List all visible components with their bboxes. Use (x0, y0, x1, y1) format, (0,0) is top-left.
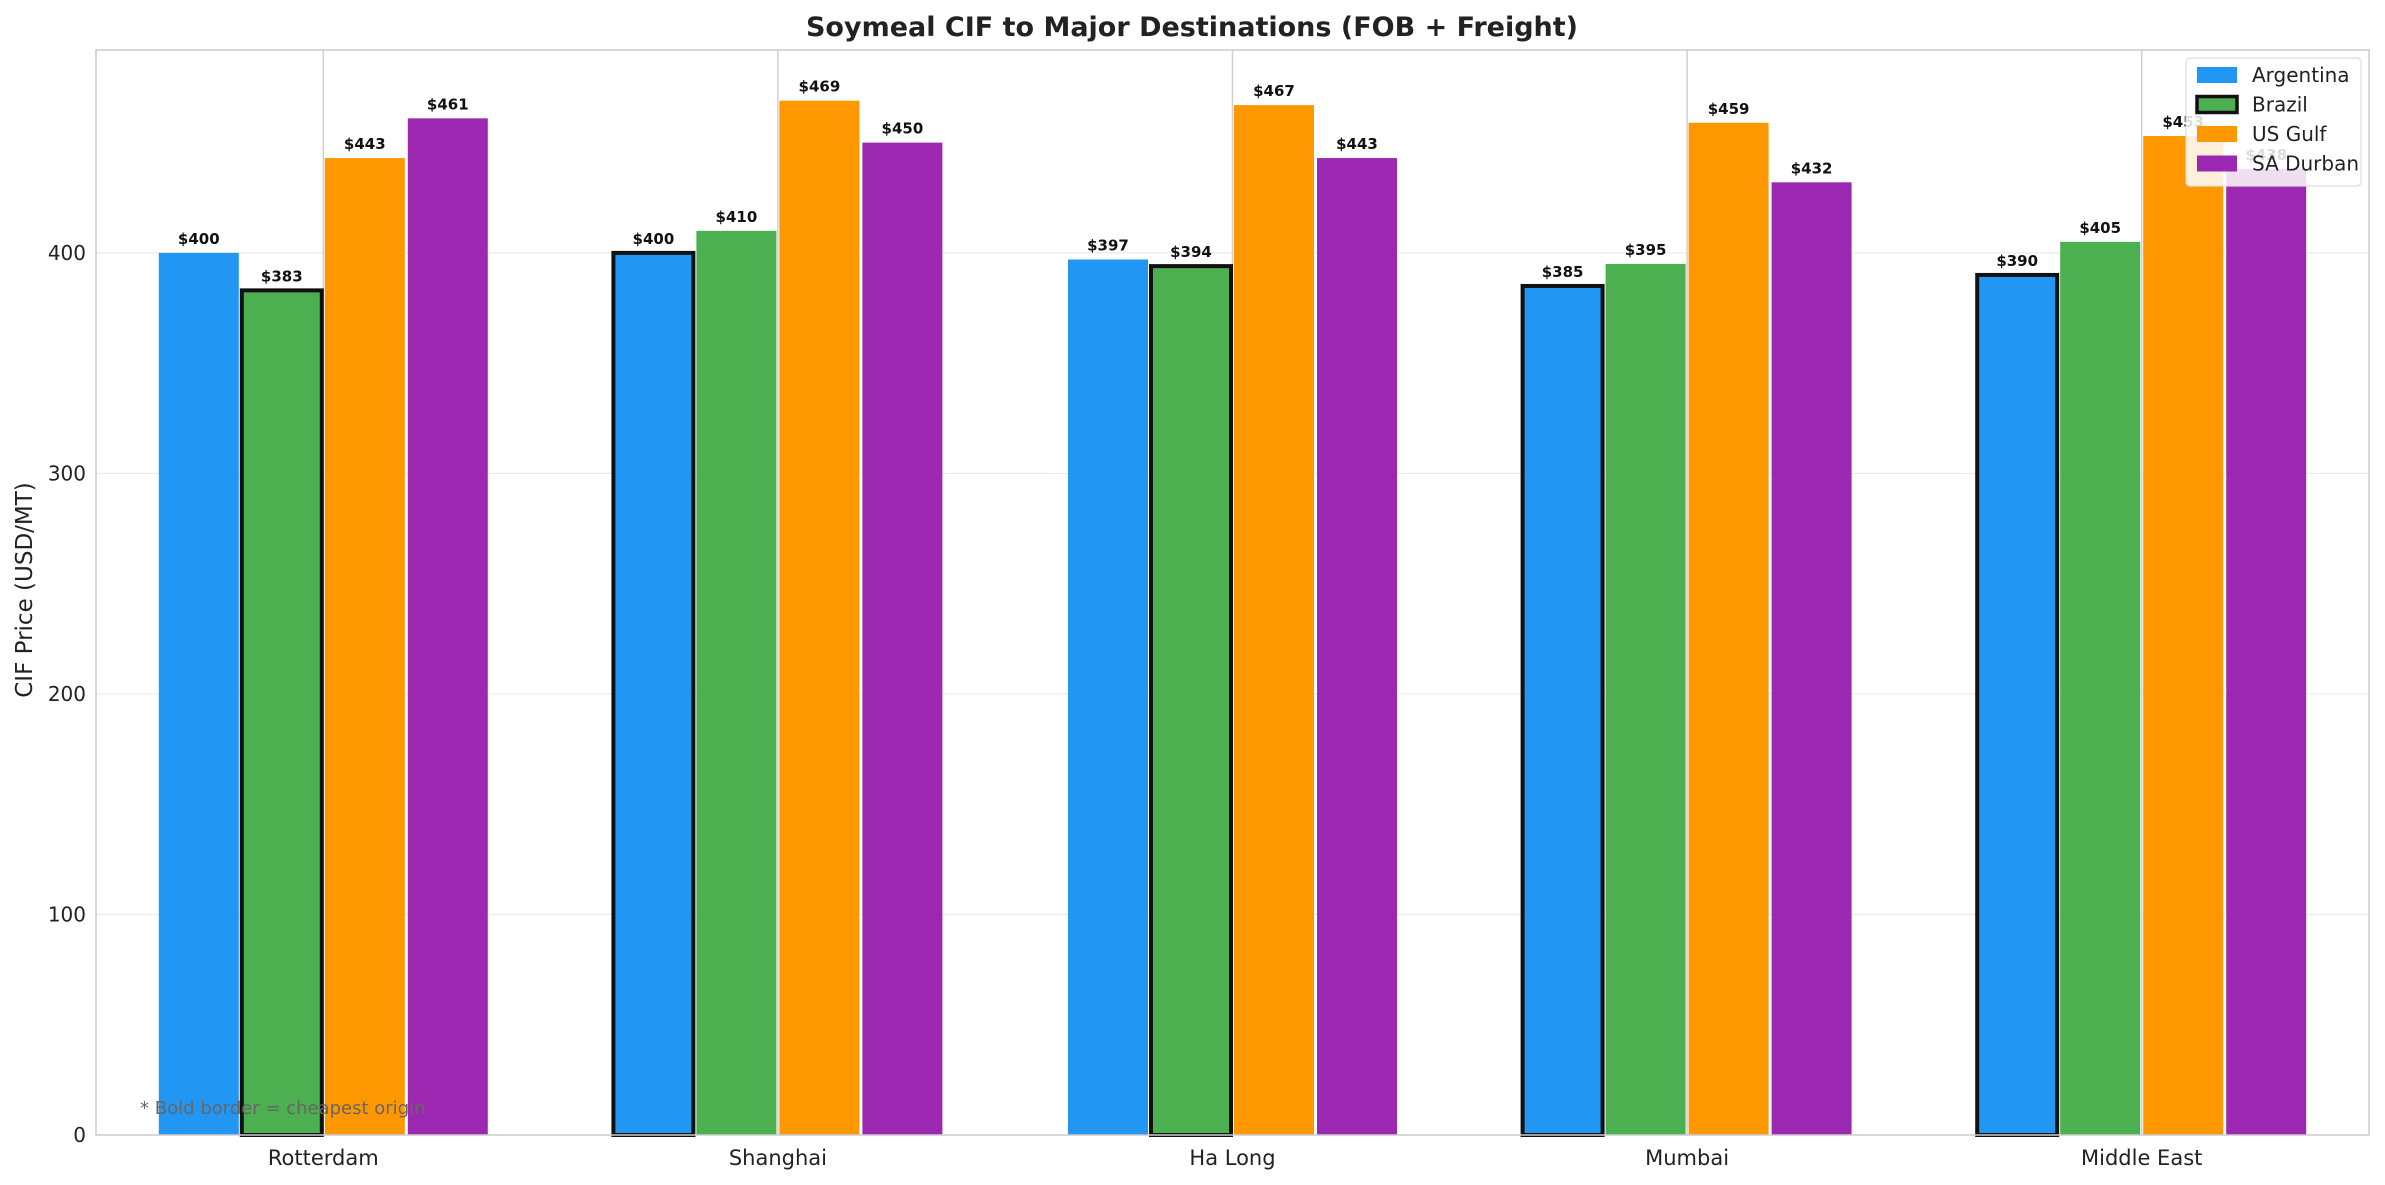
bar-brazil (1149, 264, 1233, 1138)
bar-sa-durban (862, 142, 943, 1135)
bar-value-label: $385 (1542, 263, 1584, 281)
legend-label: SA Durban (2252, 152, 2359, 176)
bar-value-label: $390 (1996, 252, 2038, 270)
y-tick-label: 400 (48, 241, 86, 265)
y-axis-label: CIF Price (USD/MT) (12, 482, 38, 698)
bar-value-label: $395 (1625, 241, 1667, 259)
bar-brazil (696, 230, 777, 1136)
bar-us-gulf (779, 100, 860, 1135)
footnote: * Bold border = cheapest origin (140, 1098, 426, 1119)
x-tick-label: Rotterdam (268, 1146, 379, 1170)
bar-us-gulf (2143, 136, 2224, 1135)
x-tick-label: Middle East (2081, 1146, 2202, 1170)
y-tick-label: 100 (48, 902, 86, 926)
bar-us-gulf (1688, 122, 1769, 1135)
bar-value-label: $443 (344, 135, 386, 153)
bar-value-label: $400 (178, 230, 220, 248)
bar-value-label: $410 (716, 208, 758, 226)
plot-area: 0 100 200 300 400 $400 $383 $443 $461 Rotterdam $4… (48, 49, 2370, 1170)
bar-sa-durban (407, 118, 488, 1135)
chart-title: Soymeal CIF to Major Destinations (FOB +… (806, 12, 1578, 43)
bar-value-label: $405 (2079, 219, 2121, 237)
bar-argentina (1520, 283, 1605, 1137)
x-tick-label: Ha Long (1189, 1146, 1275, 1170)
legend-swatch-argentina (2197, 67, 2237, 83)
bar-sa-durban (1771, 182, 1852, 1135)
bar-value-label: $400 (633, 230, 675, 248)
bar-us-gulf (324, 158, 405, 1135)
bar-value-label: $469 (799, 78, 841, 96)
bar-value-label: $459 (1708, 100, 1750, 118)
bar-brazil (1605, 263, 1686, 1135)
bar-argentina (158, 252, 239, 1136)
y-tick-label: 300 (48, 461, 86, 485)
x-tick-label: Shanghai (729, 1146, 827, 1170)
bar-sa-durban (1317, 158, 1397, 1135)
bar-value-label: $432 (1791, 159, 1833, 177)
bar-argentina (1068, 259, 1148, 1135)
legend-label: Argentina (2252, 63, 2350, 87)
plot-frame (95, 49, 2370, 1136)
bar-value-label: $450 (882, 120, 924, 138)
legend-swatch-sa-durban (2197, 155, 2237, 172)
bar-brazil (239, 288, 324, 1137)
y-tick-label: 200 (48, 682, 86, 706)
bar-sa-durban (2226, 169, 2307, 1135)
legend-label: US Gulf (2252, 122, 2327, 146)
bar-argentina (1975, 272, 2060, 1137)
bar-value-label: $461 (427, 95, 469, 113)
bar-brazil (2060, 241, 2141, 1136)
x-tick-label: Mumbai (1645, 1146, 1729, 1170)
bar-value-label: $443 (1336, 135, 1378, 153)
bar-value-label: $394 (1170, 243, 1212, 261)
bar-value-label: $397 (1087, 237, 1129, 255)
legend-swatch-us-gulf (2197, 126, 2237, 142)
legend-label: Brazil (2252, 93, 2308, 117)
legend-swatch-brazil (2195, 94, 2239, 115)
bar-argentina (611, 250, 696, 1138)
legend: Argentina Brazil US Gulf SA Durban (2185, 57, 2362, 187)
bar-value-label: $383 (261, 267, 303, 285)
bar-us-gulf (1234, 105, 1314, 1136)
bar-value-label: $467 (1253, 82, 1295, 100)
legend-box (2185, 57, 2362, 187)
y-tick-label: 0 (73, 1123, 86, 1147)
